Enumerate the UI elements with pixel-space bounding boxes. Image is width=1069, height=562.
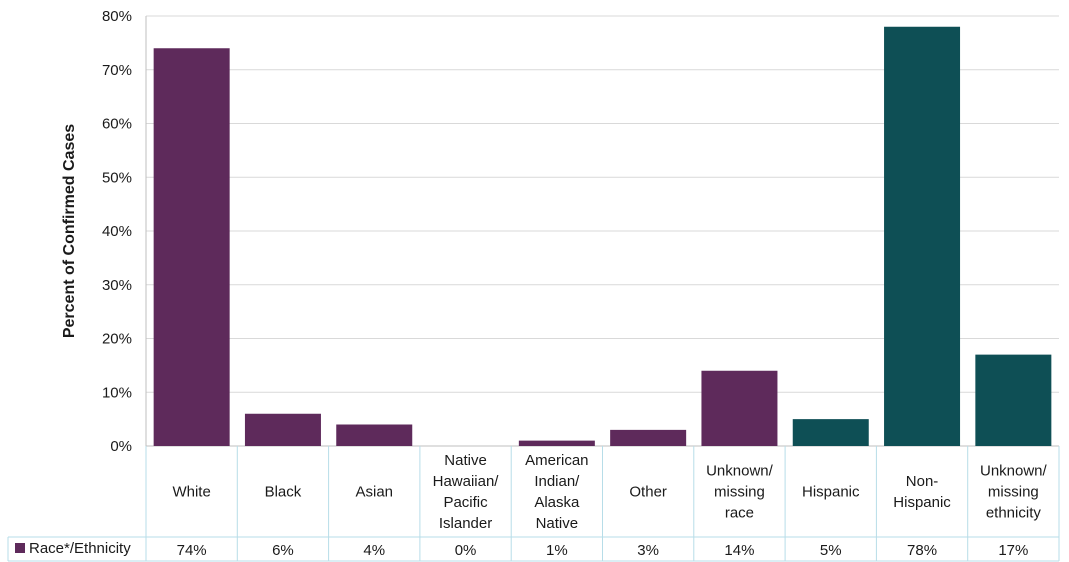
x-category-label: Asian: [355, 484, 393, 501]
bar: [701, 370, 778, 446]
y-tick-label: 70%: [102, 62, 132, 79]
bar: [610, 429, 687, 446]
x-category-label: Black: [265, 484, 302, 501]
y-tick-label: 0%: [110, 438, 132, 455]
bar: [244, 413, 321, 446]
legend-label: Race*/Ethnicity: [29, 540, 131, 557]
table-value: 6%: [272, 542, 294, 559]
y-tick-label: 80%: [102, 8, 132, 25]
bar: [336, 424, 413, 446]
bar: [792, 419, 869, 446]
table-value: 17%: [998, 542, 1028, 559]
legend-swatch: [15, 543, 25, 553]
y-tick-label: 20%: [102, 331, 132, 348]
bar: [153, 48, 230, 446]
table-value: 74%: [177, 542, 207, 559]
table-value: 14%: [724, 542, 754, 559]
bar: [975, 354, 1052, 446]
x-category-label: White: [172, 484, 210, 501]
table-value: 3%: [637, 542, 659, 559]
y-tick-label: 30%: [102, 277, 132, 294]
table-value: 78%: [907, 542, 937, 559]
bar: [518, 440, 595, 446]
bars: [153, 26, 1052, 446]
bar: [884, 26, 961, 446]
x-category-label: Other: [629, 484, 667, 501]
x-category-label: Non-Hispanic: [893, 473, 951, 511]
x-category-label: American Indian/Alaska Native: [525, 452, 588, 532]
x-category-label: Unknown/missing race: [706, 463, 774, 522]
y-tick-label: 60%: [102, 116, 132, 133]
table-value: 1%: [546, 542, 568, 559]
y-axis-ticks: 0% 10% 20% 30% 40% 50% 60% 70% 80%: [102, 8, 132, 455]
y-tick-label: 10%: [102, 384, 132, 401]
table-value: 4%: [363, 542, 385, 559]
y-axis-label: Percent of Confirmed Cases: [61, 124, 78, 338]
table-value: 5%: [820, 542, 842, 559]
x-category-label: Hispanic: [802, 484, 860, 501]
x-category-label: Unknown/missing ethnicity: [980, 463, 1048, 522]
data-table: White Black Asian Native Hawaiian/Pacific Isl…: [7, 446, 1060, 562]
x-category-label: Native Hawaiian/Pacific Islander: [433, 452, 500, 532]
table-value: 0%: [455, 542, 477, 559]
y-tick-label: 50%: [102, 169, 132, 186]
y-tick-label: 40%: [102, 223, 132, 240]
